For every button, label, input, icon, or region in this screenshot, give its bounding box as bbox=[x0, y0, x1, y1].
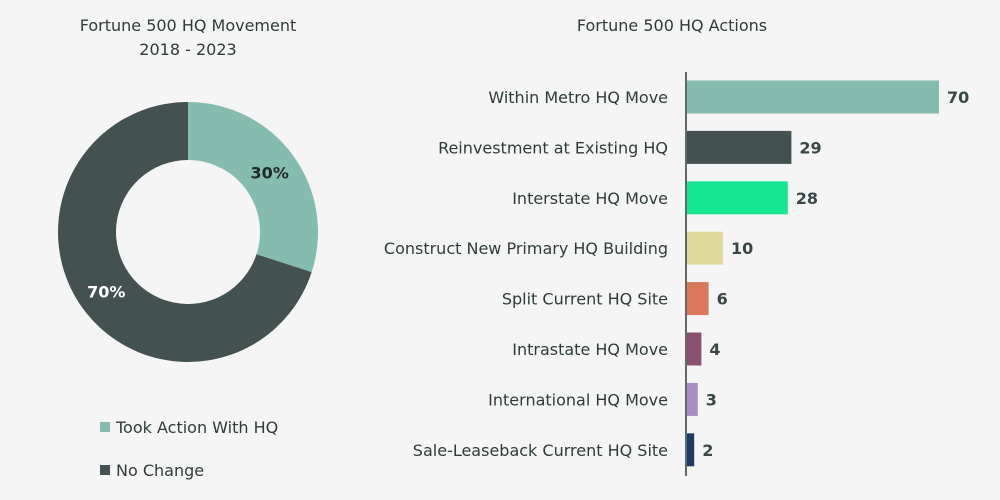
bar-category-label: Sale-Leaseback Current HQ Site bbox=[413, 441, 668, 460]
bar-category-label: Split Current HQ Site bbox=[502, 290, 668, 309]
bar-category-label: Intrastate HQ Move bbox=[512, 340, 668, 359]
bar bbox=[687, 80, 939, 114]
bar-value-label: 4 bbox=[709, 340, 720, 359]
legend-label: No Change bbox=[116, 461, 204, 480]
legend-swatch bbox=[100, 465, 110, 475]
bar-chart-title: Fortune 500 HQ Actions bbox=[577, 16, 767, 35]
bar-row: Within Metro HQ Move 70 bbox=[488, 80, 969, 114]
donut-subtitle: 2018 - 2023 bbox=[139, 40, 236, 59]
donut-title: Fortune 500 HQ Movement bbox=[80, 16, 297, 35]
bar-row: Split Current HQ Site 6 bbox=[502, 282, 728, 316]
bar-category-label: Interstate HQ Move bbox=[512, 189, 668, 208]
bar-row: Construct New Primary HQ Building 10 bbox=[384, 231, 753, 265]
bar-category-label: International HQ Move bbox=[488, 390, 668, 409]
bar-chart: Fortune 500 HQ Actions Within Metro HQ M… bbox=[384, 16, 969, 476]
donut-chart: Fortune 500 HQ Movement 2018 - 2023 30% 7… bbox=[58, 16, 318, 480]
legend-swatch bbox=[100, 422, 110, 432]
donut-slices: 30% 70% bbox=[58, 102, 318, 362]
bar-row: Sale-Leaseback Current HQ Site 2 bbox=[413, 433, 713, 467]
bar bbox=[687, 231, 723, 265]
bar bbox=[687, 382, 698, 416]
bar bbox=[687, 282, 709, 316]
bar-row: Reinvestment at Existing HQ 29 bbox=[438, 130, 822, 164]
donut-legend: Took Action With HQ No Change bbox=[100, 418, 278, 480]
bar bbox=[687, 181, 788, 215]
bar-category-label: Reinvestment at Existing HQ bbox=[438, 138, 668, 157]
bars: Within Metro HQ Move 70 Reinvestment at Ex… bbox=[384, 80, 969, 467]
legend-label: Took Action With HQ bbox=[115, 418, 278, 437]
bar-value-label: 3 bbox=[706, 390, 717, 409]
bar-value-label: 6 bbox=[717, 290, 728, 309]
donut-slice-label: 30% bbox=[251, 164, 289, 183]
bar-row: Interstate HQ Move 28 bbox=[512, 181, 818, 215]
bar-category-label: Within Metro HQ Move bbox=[488, 88, 668, 107]
bar-row: International HQ Move 3 bbox=[488, 382, 717, 416]
bar-value-label: 29 bbox=[799, 138, 821, 157]
donut-slice bbox=[58, 102, 312, 362]
bar-value-label: 2 bbox=[702, 441, 713, 460]
bar-value-label: 28 bbox=[796, 189, 818, 208]
bar bbox=[687, 433, 695, 467]
donut-slice bbox=[188, 102, 318, 273]
bar bbox=[687, 130, 792, 164]
donut-slice-label: 70% bbox=[87, 282, 125, 301]
bar bbox=[687, 332, 702, 366]
bar-row: Intrastate HQ Move 4 bbox=[512, 332, 721, 366]
bar-category-label: Construct New Primary HQ Building bbox=[384, 239, 668, 258]
bar-value-label: 70 bbox=[947, 88, 969, 107]
bar-value-label: 10 bbox=[731, 239, 753, 258]
